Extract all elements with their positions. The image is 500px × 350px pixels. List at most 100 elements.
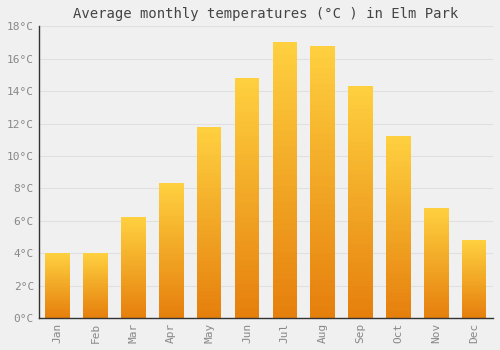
Bar xyxy=(84,297,108,299)
Bar xyxy=(46,273,70,274)
Bar xyxy=(462,282,486,284)
Bar xyxy=(159,243,184,245)
Bar xyxy=(197,284,222,287)
Bar xyxy=(84,274,108,275)
Bar xyxy=(348,100,373,105)
Bar xyxy=(197,192,222,196)
Bar xyxy=(348,286,373,290)
Bar xyxy=(46,304,70,305)
Bar xyxy=(121,262,146,264)
Bar xyxy=(46,282,70,283)
Bar xyxy=(121,276,146,278)
Bar xyxy=(159,299,184,302)
Bar xyxy=(386,264,410,267)
Bar xyxy=(386,278,410,282)
Bar xyxy=(310,78,335,84)
Bar xyxy=(121,233,146,236)
Bar xyxy=(310,182,335,187)
Bar xyxy=(46,256,70,257)
Bar xyxy=(348,188,373,193)
Bar xyxy=(234,280,260,284)
Bar xyxy=(348,295,373,299)
Bar xyxy=(159,288,184,291)
Bar xyxy=(348,128,373,133)
Bar xyxy=(348,151,373,156)
Bar xyxy=(159,283,184,286)
Bar xyxy=(121,246,146,247)
Bar xyxy=(159,248,184,251)
Bar xyxy=(310,68,335,73)
Bar xyxy=(348,160,373,165)
Bar xyxy=(84,310,108,312)
Bar xyxy=(121,236,146,238)
Bar xyxy=(121,300,146,302)
Bar xyxy=(234,164,260,169)
Bar xyxy=(348,239,373,244)
Bar xyxy=(46,291,70,292)
Bar xyxy=(159,280,184,283)
Bar xyxy=(84,279,108,280)
Bar xyxy=(84,306,108,308)
Bar xyxy=(159,226,184,229)
Bar xyxy=(234,217,260,222)
Bar xyxy=(272,175,297,180)
Bar xyxy=(121,310,146,312)
Bar xyxy=(386,151,410,155)
Bar xyxy=(234,117,260,121)
Bar xyxy=(197,207,222,211)
Bar xyxy=(84,266,108,267)
Bar xyxy=(462,254,486,256)
Bar xyxy=(310,57,335,62)
Bar xyxy=(386,274,410,278)
Bar xyxy=(386,311,410,314)
Bar xyxy=(386,249,410,253)
Bar xyxy=(424,278,448,280)
Bar xyxy=(121,306,146,308)
Bar xyxy=(197,314,222,318)
Bar xyxy=(197,264,222,268)
Bar xyxy=(310,193,335,198)
Bar xyxy=(121,312,146,314)
Bar xyxy=(424,270,448,272)
Bar xyxy=(386,173,410,176)
Bar xyxy=(84,258,108,260)
Bar xyxy=(424,243,448,245)
Bar xyxy=(84,302,108,304)
Bar xyxy=(386,191,410,195)
Bar xyxy=(46,313,70,314)
Bar xyxy=(462,246,486,248)
Bar xyxy=(121,302,146,304)
Bar xyxy=(348,281,373,286)
Bar xyxy=(197,196,222,199)
Bar xyxy=(234,155,260,160)
Bar xyxy=(310,302,335,307)
Bar xyxy=(159,259,184,261)
Bar xyxy=(348,225,373,230)
Bar xyxy=(234,308,260,313)
Bar xyxy=(234,92,260,97)
Bar xyxy=(159,275,184,278)
Bar xyxy=(84,296,108,297)
Bar xyxy=(197,161,222,165)
Bar xyxy=(462,285,486,287)
Bar xyxy=(121,264,146,266)
Bar xyxy=(46,297,70,299)
Bar xyxy=(84,267,108,269)
Bar xyxy=(386,245,410,249)
Bar xyxy=(159,208,184,210)
Bar xyxy=(310,127,335,133)
Bar xyxy=(386,267,410,271)
Bar xyxy=(46,299,70,300)
Bar xyxy=(386,238,410,242)
Bar xyxy=(159,304,184,307)
Bar xyxy=(234,232,260,236)
Bar xyxy=(310,106,335,111)
Bar xyxy=(46,287,70,288)
Bar xyxy=(84,293,108,295)
Bar xyxy=(462,245,486,246)
Bar xyxy=(424,223,448,225)
Bar xyxy=(159,205,184,208)
Bar xyxy=(159,270,184,272)
Bar xyxy=(348,147,373,151)
Bar xyxy=(159,291,184,294)
